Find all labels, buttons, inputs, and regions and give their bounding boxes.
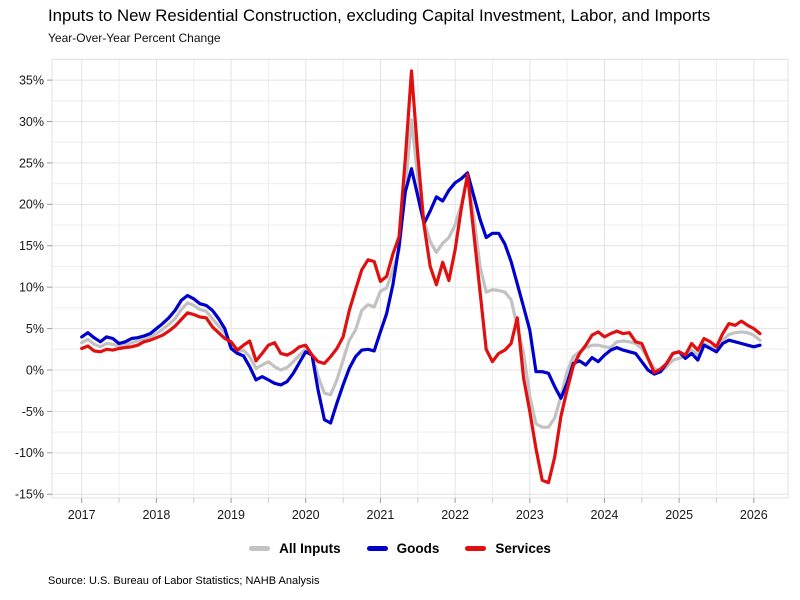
legend-item-all-inputs: All Inputs xyxy=(249,541,341,556)
svg-text:20%: 20% xyxy=(19,198,44,212)
legend-item-services: Services xyxy=(465,541,551,556)
all-inputs-line-swatch xyxy=(249,546,271,551)
svg-text:-10%: -10% xyxy=(15,446,44,460)
goods-line-swatch xyxy=(366,546,388,551)
svg-text:2018: 2018 xyxy=(142,508,170,522)
source-attribution: Source: U.S. Bureau of Labor Statistics;… xyxy=(48,575,320,587)
svg-text:2025: 2025 xyxy=(665,508,693,522)
chart-subtitle: Year-Over-Year Percent Change xyxy=(48,31,221,45)
svg-text:-15%: -15% xyxy=(15,488,44,502)
chart-title: Inputs to New Residential Construction, … xyxy=(48,6,711,25)
svg-text:2022: 2022 xyxy=(441,508,469,522)
svg-text:5%: 5% xyxy=(26,322,44,336)
svg-text:0%: 0% xyxy=(26,363,44,377)
chart-legend: All Inputs Goods Services xyxy=(0,541,800,556)
svg-text:2024: 2024 xyxy=(591,508,619,522)
svg-text:2026: 2026 xyxy=(740,508,768,522)
svg-text:15%: 15% xyxy=(19,239,44,253)
legend-label-all-inputs: All Inputs xyxy=(279,541,341,556)
legend-label-goods: Goods xyxy=(396,541,440,556)
svg-text:30%: 30% xyxy=(19,115,44,129)
svg-text:10%: 10% xyxy=(19,281,44,295)
svg-text:35%: 35% xyxy=(19,73,44,87)
svg-text:-5%: -5% xyxy=(22,405,44,419)
services-line-swatch xyxy=(465,546,487,551)
legend-item-goods: Goods xyxy=(366,541,440,556)
svg-text:25%: 25% xyxy=(19,156,44,170)
svg-text:2019: 2019 xyxy=(217,508,245,522)
svg-text:2023: 2023 xyxy=(516,508,544,522)
svg-text:2017: 2017 xyxy=(68,508,96,522)
svg-text:2021: 2021 xyxy=(367,508,395,522)
svg-text:2020: 2020 xyxy=(292,508,320,522)
line-chart: -15% -10% -5% 0% 5% 10% 15% 20% 25% 30% 35% 2017 201… xyxy=(15,58,789,522)
legend-label-services: Services xyxy=(495,541,551,556)
